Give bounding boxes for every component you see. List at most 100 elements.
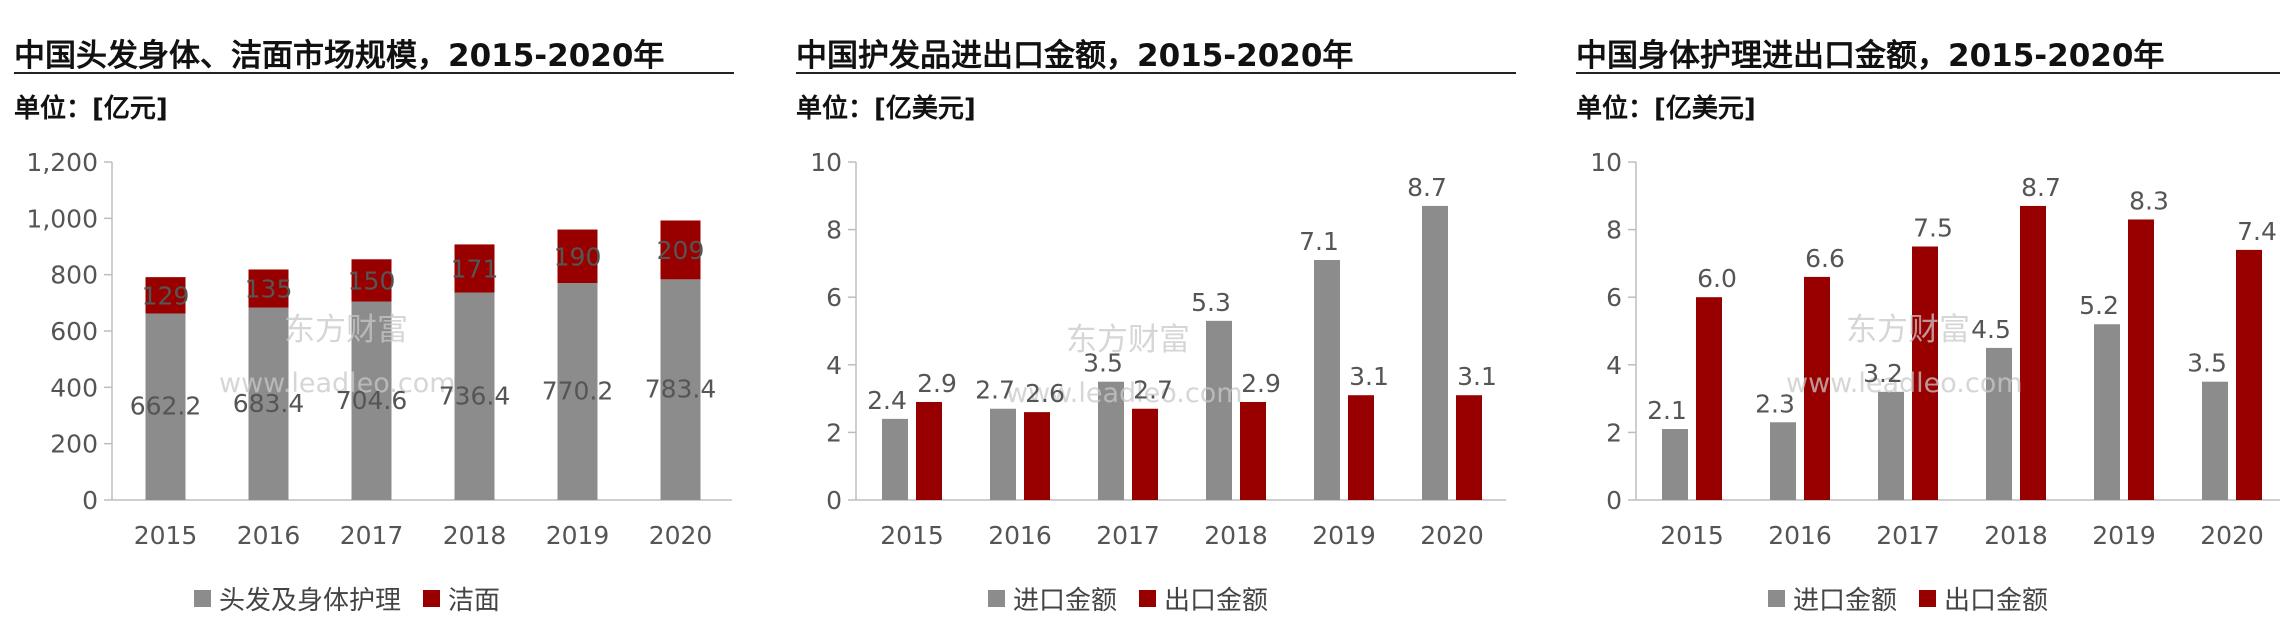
legend-swatch — [1919, 590, 1937, 607]
y-tick-label: 10 — [810, 148, 842, 177]
bar-import — [1314, 260, 1340, 500]
bar-export — [1912, 246, 1938, 500]
data-label: 3.1 — [1349, 362, 1389, 391]
x-tick-label: 2020 — [1420, 521, 1484, 550]
x-tick-label: 2018 — [443, 521, 507, 550]
grouped-bar-chart: 0 2 4 6 8 10 2015 2016 2017 2018 2019 2020 东方财富 www.l… — [810, 148, 1506, 550]
legend-label: 洁面 — [448, 586, 501, 616]
watermark-text: 东方财富 — [284, 312, 408, 348]
bar-hair-body-care — [557, 283, 598, 500]
legend-label: 进口金额 — [1793, 586, 1898, 616]
y-tick-label: 200 — [50, 430, 98, 459]
x-tick-label: 2020 — [2200, 521, 2264, 550]
bar-export — [2020, 205, 2046, 500]
data-label: 7.1 — [1299, 227, 1339, 256]
data-label: 209 — [657, 236, 705, 265]
x-tick-label: 2016 — [1768, 521, 1832, 550]
bar-face-wash — [145, 277, 186, 314]
bar-import — [882, 418, 908, 500]
chart-panel-body-import-export: 中国身体护理进出口金额，2015-2020年 单位：[亿美元] 0 2 4 6 8 10 2… — [1576, 0, 2280, 624]
y-tick-label: 600 — [50, 317, 98, 346]
bar-export — [1024, 412, 1050, 500]
data-label: 3.2 — [1863, 359, 1903, 388]
data-label: 662.2 — [130, 392, 202, 421]
y-tick-label: 4 — [1606, 351, 1622, 380]
data-label: 7.4 — [2237, 217, 2277, 246]
data-label: 2.3 — [1755, 389, 1795, 418]
bar-import — [1878, 391, 1904, 500]
bar-face-wash — [660, 220, 701, 280]
chart-panel-face-body-market: 中国头发身体、洁面市场规模，2015-2020年 单位：[亿元] 0 200 400… — [14, 0, 754, 624]
data-label: 129 — [142, 281, 190, 310]
y-tick-label: 8 — [826, 216, 842, 245]
data-label: 2.4 — [867, 386, 907, 415]
x-tick-label: 2017 — [1876, 521, 1940, 550]
chart-panel-hair-import-export: 中国护发品进出口金额，2015-2020年 单位：[亿美元] 0 2 4 6 8 10 20… — [796, 0, 1536, 624]
bar-import — [1422, 205, 1448, 500]
data-label: 171 — [451, 254, 499, 283]
x-tick-label: 2020 — [649, 521, 713, 550]
data-label: 783.4 — [645, 375, 717, 404]
bar-hair-body-care — [660, 279, 701, 500]
legend-swatch — [423, 590, 441, 607]
bar-import — [2094, 324, 2120, 500]
watermark-url: www.leadleo.com — [1786, 368, 2023, 399]
bar-import — [990, 408, 1016, 500]
bar-export — [1456, 395, 1482, 500]
legend-label: 出口金额 — [1164, 586, 1269, 616]
x-tick-label: 2018 — [1984, 521, 2048, 550]
bar-face-wash — [454, 244, 495, 293]
y-tick-label: 4 — [826, 351, 842, 380]
x-tick-label: 2016 — [988, 521, 1052, 550]
y-tick-label: 10 — [1590, 148, 1622, 177]
data-label: 2.1 — [1647, 396, 1687, 425]
legend-swatch — [194, 590, 211, 607]
data-label: 770.2 — [542, 377, 614, 406]
data-label: 5.2 — [2079, 291, 2119, 320]
x-tick-label: 2017 — [340, 521, 404, 550]
data-label: 150 — [348, 266, 396, 295]
legend-label: 进口金额 — [1013, 586, 1118, 616]
bar-hair-body-care — [145, 313, 186, 500]
bar-face-wash — [351, 259, 392, 302]
data-label: 6.6 — [1805, 244, 1845, 273]
x-tick-label: 2016 — [237, 521, 301, 550]
stacked-bar-chart: 0 200 400 600 800 1,000 1,200 2015 2016 2017 2018 2… — [26, 148, 732, 550]
bar-hair-body-care — [248, 307, 289, 500]
chart-legend: 头发及身体护理 洁面 — [194, 580, 522, 617]
legend-label: 头发及身体护理 — [219, 586, 402, 616]
bar-hair-body-care — [351, 301, 392, 500]
x-tick-label: 2017 — [1096, 521, 1160, 550]
data-label: 6.0 — [1697, 264, 1737, 293]
data-label: 4.5 — [1971, 315, 2011, 344]
legend-label: 出口金额 — [1944, 586, 2049, 616]
bar-export — [1804, 276, 1830, 500]
chart-title: 中国身体护理进出口金额，2015-2020年 — [1576, 38, 2165, 74]
grouped-bar-chart: 0 2 4 6 8 10 2015 2016 2017 2018 2019 2020 东方财富 www.l… — [1590, 148, 2280, 550]
y-tick-label: 2 — [1606, 418, 1622, 447]
watermark-url: www.leadleo.com — [1006, 378, 1243, 409]
bar-import — [2202, 381, 2228, 500]
data-label: 704.6 — [336, 386, 408, 415]
bar-export — [1240, 401, 1266, 500]
watermark-text: 东方财富 — [1066, 322, 1190, 358]
legend-swatch — [1768, 590, 1785, 607]
y-tick-label: 8 — [1606, 216, 1622, 245]
unit-label: 单位：[亿美元] — [796, 94, 976, 124]
x-tick-label: 2019 — [546, 521, 610, 550]
bar-export — [2236, 249, 2262, 500]
x-tick-label: 2015 — [1660, 521, 1724, 550]
data-label: 190 — [554, 242, 602, 271]
bar-face-wash — [248, 269, 289, 308]
x-tick-label: 2015 — [880, 521, 944, 550]
y-tick-label: 2 — [826, 418, 842, 447]
data-label: 8.7 — [2021, 173, 2061, 202]
bar-import — [1206, 320, 1232, 500]
legend-swatch — [1139, 590, 1157, 607]
y-tick-label: 0 — [1606, 486, 1622, 515]
y-tick-label: 6 — [1606, 283, 1622, 312]
data-label: 3.5 — [1083, 349, 1123, 378]
x-tick-label: 2015 — [134, 521, 198, 550]
y-tick-label: 800 — [50, 261, 98, 290]
x-tick-label: 2019 — [2092, 521, 2156, 550]
